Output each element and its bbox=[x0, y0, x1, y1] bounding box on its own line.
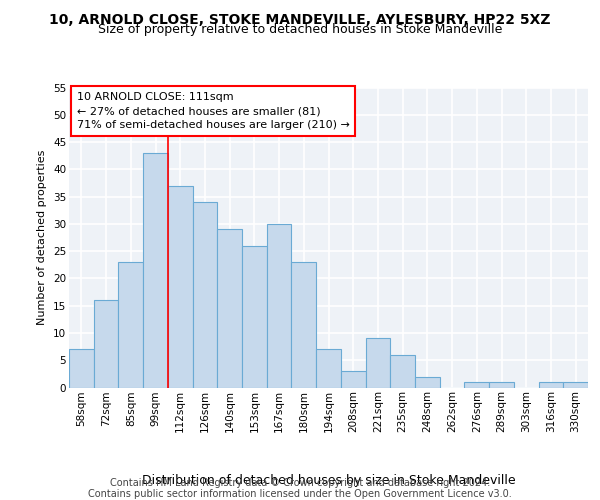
Bar bbox=[242, 246, 267, 388]
Bar bbox=[539, 382, 563, 388]
Bar bbox=[69, 350, 94, 388]
Text: Size of property relative to detached houses in Stoke Mandeville: Size of property relative to detached ho… bbox=[98, 22, 502, 36]
Y-axis label: Number of detached properties: Number of detached properties bbox=[37, 150, 47, 325]
Bar bbox=[118, 262, 143, 388]
Bar bbox=[563, 382, 588, 388]
Bar bbox=[341, 371, 365, 388]
Text: 10, ARNOLD CLOSE, STOKE MANDEVILLE, AYLESBURY, HP22 5XZ: 10, ARNOLD CLOSE, STOKE MANDEVILLE, AYLE… bbox=[49, 12, 551, 26]
Bar bbox=[217, 230, 242, 388]
Text: Contains public sector information licensed under the Open Government Licence v3: Contains public sector information licen… bbox=[88, 489, 512, 499]
Bar bbox=[267, 224, 292, 388]
Bar bbox=[316, 350, 341, 388]
Bar bbox=[168, 186, 193, 388]
Bar bbox=[464, 382, 489, 388]
Bar bbox=[143, 153, 168, 388]
X-axis label: Distribution of detached houses by size in Stoke Mandeville: Distribution of detached houses by size … bbox=[142, 474, 515, 487]
Bar bbox=[390, 355, 415, 388]
Text: 10 ARNOLD CLOSE: 111sqm
← 27% of detached houses are smaller (81)
71% of semi-de: 10 ARNOLD CLOSE: 111sqm ← 27% of detache… bbox=[77, 92, 350, 130]
Bar bbox=[415, 376, 440, 388]
Text: Contains HM Land Registry data © Crown copyright and database right 2024.: Contains HM Land Registry data © Crown c… bbox=[110, 478, 490, 488]
Bar bbox=[292, 262, 316, 388]
Bar bbox=[94, 300, 118, 388]
Bar bbox=[489, 382, 514, 388]
Bar bbox=[365, 338, 390, 388]
Bar bbox=[193, 202, 217, 388]
